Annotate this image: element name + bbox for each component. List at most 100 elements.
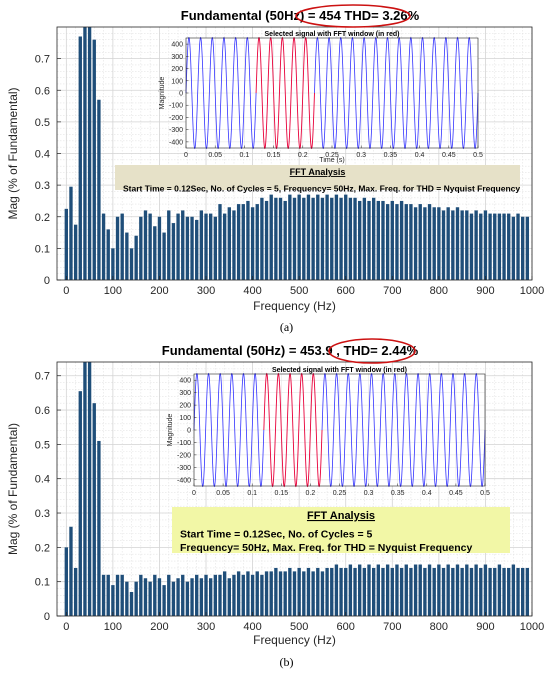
x-tick-label: 800 <box>430 285 448 297</box>
annotation-background <box>115 165 520 190</box>
bar <box>306 194 311 280</box>
bar <box>399 567 404 616</box>
bar <box>427 204 432 280</box>
inset-x-tick-label: 0.45 <box>449 490 463 497</box>
bar <box>148 213 152 280</box>
inset-y-tick-label: -400 <box>177 477 191 484</box>
bar <box>390 200 394 280</box>
bar <box>120 213 124 280</box>
bar <box>418 204 422 280</box>
bar <box>227 578 231 616</box>
x-tick-label: 1000 <box>520 621 544 633</box>
bar <box>148 581 152 616</box>
fft-annotation: FFT Analysis Start Time = 0.12Sec, No. of… <box>172 507 510 554</box>
bar <box>246 200 250 280</box>
inset-x-label: Time (s) <box>319 157 344 164</box>
bar <box>460 210 464 280</box>
signal-line <box>314 36 479 150</box>
inset-y-tick-label: 400 <box>179 378 191 385</box>
inset-x-tick-label: 0.25 <box>325 152 339 159</box>
inset-y-tick-label: 100 <box>179 415 191 422</box>
inset-y-tick-label: 400 <box>171 42 183 49</box>
bar <box>167 210 171 280</box>
bar <box>465 210 469 280</box>
bar <box>241 574 245 616</box>
inset-x-tick-label: 0.35 <box>391 490 405 497</box>
inset-plot: 0 0.05 0.1 0.15 0.2 0.25 0.3 0.35 0.4 0.45 0.5 -400… <box>159 31 483 164</box>
bar <box>409 567 413 616</box>
bar <box>176 578 180 616</box>
bar <box>385 204 390 280</box>
bar <box>358 200 362 280</box>
bar <box>316 567 320 616</box>
bar <box>264 571 269 616</box>
x-tick-label: 700 <box>383 621 401 633</box>
inset-y-tick-label: 300 <box>171 54 183 61</box>
bar <box>278 571 283 616</box>
inset-x-tick-label: 0.35 <box>384 152 398 159</box>
fft-window-line <box>255 36 315 150</box>
inset-y-label: Magnitude <box>167 414 174 447</box>
bar <box>334 564 339 616</box>
bar <box>451 210 455 280</box>
inset-x-tick-label: 0.1 <box>247 490 257 497</box>
y-tick-label: 0.7 <box>35 371 50 383</box>
bar <box>297 567 301 616</box>
figure-caption: (a) <box>280 320 293 334</box>
x-tick-label: 600 <box>337 285 355 297</box>
bar <box>190 578 194 616</box>
annotation-line: Start Time = 0.12Sec, No. of Cycles = 5 <box>180 529 373 541</box>
y-axis-label: Mag (% of Fundamental) <box>6 87 20 219</box>
y-tick-label: 0 <box>44 611 50 623</box>
bar <box>129 248 134 280</box>
chart-title: Fundamental (50Hz) = 453.9 , THD= 2.44% <box>162 343 419 358</box>
bar <box>292 571 297 616</box>
inset-y-tick-label: 200 <box>179 403 191 410</box>
bar <box>115 574 120 616</box>
bar <box>69 186 73 280</box>
chart-2: 0 100 200 300 400 500 600 700 800 900 100000.10.20… <box>6 338 544 669</box>
inset-y-tick-label: -300 <box>177 465 191 472</box>
bar <box>218 204 222 280</box>
y-tick-label: 0.6 <box>35 85 50 97</box>
bar <box>241 204 245 280</box>
bar-series <box>64 362 530 616</box>
inset-y-label: Magnitude <box>159 77 166 110</box>
bar <box>330 567 334 616</box>
inset-x-tick-label: 0.05 <box>216 490 230 497</box>
x-axis-label: Frequency (Hz) <box>253 633 336 647</box>
bar <box>236 571 241 616</box>
bar <box>181 574 185 616</box>
x-axis-label: Frequency (Hz) <box>253 299 336 313</box>
bar <box>469 567 474 616</box>
bar <box>451 567 455 616</box>
bar <box>399 200 404 280</box>
bar <box>362 567 367 616</box>
y-tick-label: 0.7 <box>35 54 50 66</box>
bar <box>418 564 422 616</box>
bar <box>111 585 115 616</box>
bar <box>274 567 278 616</box>
y-tick-label: 0.2 <box>35 542 50 554</box>
bar <box>260 574 264 616</box>
bar <box>274 197 278 280</box>
y-tick-label: 0.3 <box>35 508 50 520</box>
bar <box>106 574 110 616</box>
bar <box>222 213 227 280</box>
bar <box>474 210 478 280</box>
x-tick-label: 200 <box>150 621 168 633</box>
bar <box>162 232 166 280</box>
y-tick-label: 0.5 <box>35 439 50 451</box>
title-thd: THD= 3.26% <box>344 8 419 23</box>
inset-y-tick-label: 100 <box>171 78 183 85</box>
x-tick-label: 100 <box>104 285 122 297</box>
bar <box>227 207 231 280</box>
bar <box>255 571 259 616</box>
annotation-background <box>172 507 510 553</box>
signal-line <box>321 372 486 488</box>
bar <box>367 200 371 280</box>
inset-y-tick-label: -200 <box>177 452 191 459</box>
bar <box>73 224 78 280</box>
bar <box>120 574 124 616</box>
thd-highlight-ellipse <box>295 4 411 28</box>
